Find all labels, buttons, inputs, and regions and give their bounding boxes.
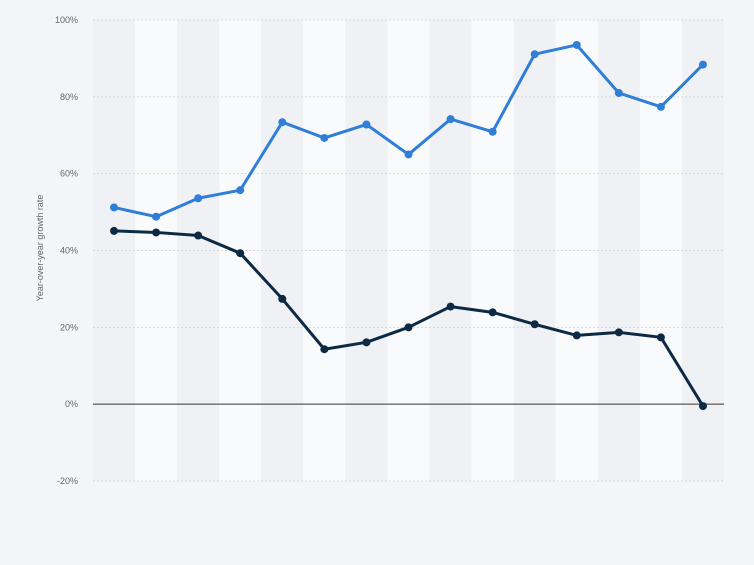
data-point[interactable] xyxy=(488,308,497,317)
y-axis-tick-labels: -20% 0% 20% 40% 60% 80% 100% xyxy=(55,15,78,486)
data-point[interactable] xyxy=(656,333,665,342)
data-point[interactable] xyxy=(320,345,329,354)
data-point[interactable] xyxy=(656,102,665,111)
data-point[interactable] xyxy=(320,133,329,142)
y-tick-label: 40% xyxy=(60,246,78,256)
data-point[interactable] xyxy=(488,127,497,136)
data-point[interactable] xyxy=(110,226,119,235)
y-tick-label: 20% xyxy=(60,322,78,332)
data-point[interactable] xyxy=(152,228,161,237)
y-tick-label: -20% xyxy=(57,476,78,486)
data-point[interactable] xyxy=(194,231,203,240)
series-layer xyxy=(110,40,707,411)
data-point[interactable] xyxy=(446,302,455,311)
data-point[interactable] xyxy=(194,194,203,203)
y-tick-label: 100% xyxy=(55,15,78,25)
data-point[interactable] xyxy=(530,50,539,59)
data-point[interactable] xyxy=(278,118,287,127)
y-axis-label: Year-over-year growth rate xyxy=(35,195,45,302)
data-point[interactable] xyxy=(446,115,455,124)
data-point[interactable] xyxy=(698,60,707,69)
data-point[interactable] xyxy=(530,320,539,329)
data-point[interactable] xyxy=(614,328,623,337)
data-point[interactable] xyxy=(152,212,161,221)
data-point[interactable] xyxy=(404,323,413,332)
y-tick-label: 60% xyxy=(60,169,78,179)
data-point[interactable] xyxy=(236,249,245,258)
data-point[interactable] xyxy=(614,88,623,97)
data-point[interactable] xyxy=(278,294,287,303)
data-point[interactable] xyxy=(362,120,371,129)
data-point[interactable] xyxy=(362,338,371,347)
data-point[interactable] xyxy=(698,402,707,411)
data-point[interactable] xyxy=(404,150,413,159)
series-1 xyxy=(110,40,707,221)
data-point[interactable] xyxy=(110,203,119,212)
data-point[interactable] xyxy=(236,186,245,195)
data-point[interactable] xyxy=(572,331,581,340)
data-point[interactable] xyxy=(572,40,581,49)
y-tick-label: 0% xyxy=(65,399,78,409)
series-2 xyxy=(110,226,707,411)
y-tick-label: 80% xyxy=(60,92,78,102)
